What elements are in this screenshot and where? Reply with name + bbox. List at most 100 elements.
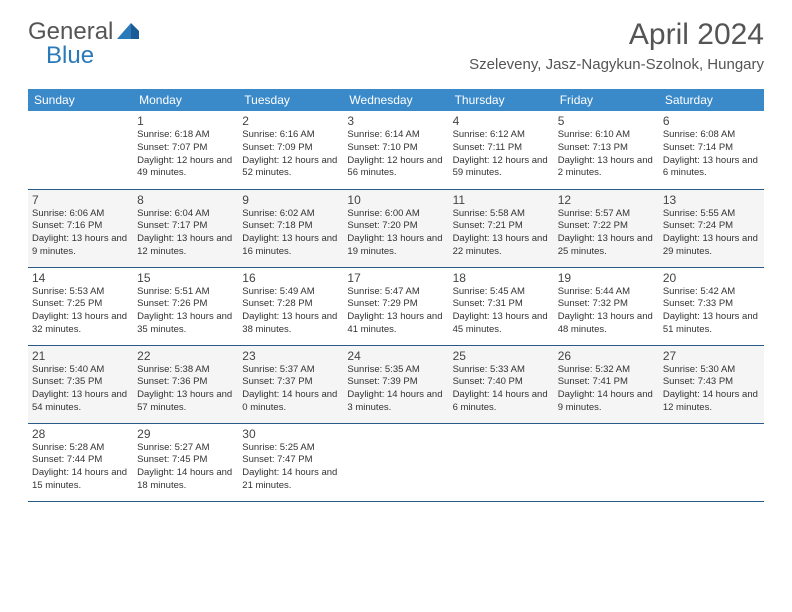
- header: General April 2024 Szeleveny, Jasz-Nagyk…: [0, 0, 792, 81]
- calendar-day-cell: 9Sunrise: 6:02 AMSunset: 7:18 PMDaylight…: [238, 189, 343, 267]
- calendar-day-cell: 7Sunrise: 6:06 AMSunset: 7:16 PMDaylight…: [28, 189, 133, 267]
- calendar-day-cell: 23Sunrise: 5:37 AMSunset: 7:37 PMDayligh…: [238, 345, 343, 423]
- day-number: 17: [347, 271, 444, 285]
- day-info: Sunrise: 5:28 AMSunset: 7:44 PMDaylight:…: [32, 442, 129, 493]
- day-number: 4: [453, 114, 550, 128]
- calendar-day-cell: [449, 423, 554, 501]
- day-number: 26: [558, 349, 655, 363]
- day-info: Sunrise: 5:53 AMSunset: 7:25 PMDaylight:…: [32, 286, 129, 337]
- calendar-day-cell: 28Sunrise: 5:28 AMSunset: 7:44 PMDayligh…: [28, 423, 133, 501]
- day-number: 14: [32, 271, 129, 285]
- day-number: 3: [347, 114, 444, 128]
- calendar-day-cell: 2Sunrise: 6:16 AMSunset: 7:09 PMDaylight…: [238, 111, 343, 189]
- logo-text-blue: Blue: [46, 42, 94, 69]
- calendar-day-cell: 16Sunrise: 5:49 AMSunset: 7:28 PMDayligh…: [238, 267, 343, 345]
- day-number: 18: [453, 271, 550, 285]
- calendar-day-cell: [659, 423, 764, 501]
- calendar-day-cell: 24Sunrise: 5:35 AMSunset: 7:39 PMDayligh…: [343, 345, 448, 423]
- calendar-day-cell: [554, 423, 659, 501]
- day-number: 10: [347, 193, 444, 207]
- calendar-table: Sunday Monday Tuesday Wednesday Thursday…: [28, 89, 764, 502]
- day-info: Sunrise: 6:06 AMSunset: 7:16 PMDaylight:…: [32, 208, 129, 259]
- calendar-day-cell: 26Sunrise: 5:32 AMSunset: 7:41 PMDayligh…: [554, 345, 659, 423]
- col-saturday: Saturday: [659, 89, 764, 111]
- day-info: Sunrise: 6:10 AMSunset: 7:13 PMDaylight:…: [558, 129, 655, 180]
- day-info: Sunrise: 5:58 AMSunset: 7:21 PMDaylight:…: [453, 208, 550, 259]
- col-friday: Friday: [554, 89, 659, 111]
- day-info: Sunrise: 5:40 AMSunset: 7:35 PMDaylight:…: [32, 364, 129, 415]
- col-tuesday: Tuesday: [238, 89, 343, 111]
- day-number: 28: [32, 427, 129, 441]
- day-number: 22: [137, 349, 234, 363]
- day-info: Sunrise: 6:18 AMSunset: 7:07 PMDaylight:…: [137, 129, 234, 180]
- day-number: 11: [453, 193, 550, 207]
- day-info: Sunrise: 5:37 AMSunset: 7:37 PMDaylight:…: [242, 364, 339, 415]
- day-info: Sunrise: 6:16 AMSunset: 7:09 PMDaylight:…: [242, 129, 339, 180]
- day-number: 29: [137, 427, 234, 441]
- day-info: Sunrise: 5:51 AMSunset: 7:26 PMDaylight:…: [137, 286, 234, 337]
- calendar-day-cell: 11Sunrise: 5:58 AMSunset: 7:21 PMDayligh…: [449, 189, 554, 267]
- day-number: 5: [558, 114, 655, 128]
- calendar-day-cell: 20Sunrise: 5:42 AMSunset: 7:33 PMDayligh…: [659, 267, 764, 345]
- calendar-week-row: 1Sunrise: 6:18 AMSunset: 7:07 PMDaylight…: [28, 111, 764, 189]
- day-info: Sunrise: 5:35 AMSunset: 7:39 PMDaylight:…: [347, 364, 444, 415]
- day-number: 8: [137, 193, 234, 207]
- calendar-day-cell: 27Sunrise: 5:30 AMSunset: 7:43 PMDayligh…: [659, 345, 764, 423]
- calendar-week-row: 28Sunrise: 5:28 AMSunset: 7:44 PMDayligh…: [28, 423, 764, 501]
- calendar-day-cell: 25Sunrise: 5:33 AMSunset: 7:40 PMDayligh…: [449, 345, 554, 423]
- day-info: Sunrise: 6:02 AMSunset: 7:18 PMDaylight:…: [242, 208, 339, 259]
- calendar-week-row: 7Sunrise: 6:06 AMSunset: 7:16 PMDaylight…: [28, 189, 764, 267]
- day-info: Sunrise: 6:12 AMSunset: 7:11 PMDaylight:…: [453, 129, 550, 180]
- day-info: Sunrise: 5:47 AMSunset: 7:29 PMDaylight:…: [347, 286, 444, 337]
- location-text: Szeleveny, Jasz-Nagykun-Szolnok, Hungary: [469, 56, 764, 73]
- col-wednesday: Wednesday: [343, 89, 448, 111]
- calendar-day-cell: 10Sunrise: 6:00 AMSunset: 7:20 PMDayligh…: [343, 189, 448, 267]
- day-info: Sunrise: 5:55 AMSunset: 7:24 PMDaylight:…: [663, 208, 760, 259]
- calendar-day-cell: 4Sunrise: 6:12 AMSunset: 7:11 PMDaylight…: [449, 111, 554, 189]
- calendar-day-cell: 6Sunrise: 6:08 AMSunset: 7:14 PMDaylight…: [659, 111, 764, 189]
- calendar-day-cell: 17Sunrise: 5:47 AMSunset: 7:29 PMDayligh…: [343, 267, 448, 345]
- calendar-day-cell: 8Sunrise: 6:04 AMSunset: 7:17 PMDaylight…: [133, 189, 238, 267]
- calendar-day-cell: 29Sunrise: 5:27 AMSunset: 7:45 PMDayligh…: [133, 423, 238, 501]
- day-info: Sunrise: 5:33 AMSunset: 7:40 PMDaylight:…: [453, 364, 550, 415]
- col-sunday: Sunday: [28, 89, 133, 111]
- day-info: Sunrise: 5:42 AMSunset: 7:33 PMDaylight:…: [663, 286, 760, 337]
- calendar-day-cell: 15Sunrise: 5:51 AMSunset: 7:26 PMDayligh…: [133, 267, 238, 345]
- title-block: April 2024 Szeleveny, Jasz-Nagykun-Szoln…: [469, 18, 764, 73]
- day-number: 27: [663, 349, 760, 363]
- day-number: 7: [32, 193, 129, 207]
- day-number: 24: [347, 349, 444, 363]
- calendar-day-cell: [28, 111, 133, 189]
- day-info: Sunrise: 5:57 AMSunset: 7:22 PMDaylight:…: [558, 208, 655, 259]
- day-info: Sunrise: 6:00 AMSunset: 7:20 PMDaylight:…: [347, 208, 444, 259]
- calendar-day-cell: 18Sunrise: 5:45 AMSunset: 7:31 PMDayligh…: [449, 267, 554, 345]
- day-info: Sunrise: 5:38 AMSunset: 7:36 PMDaylight:…: [137, 364, 234, 415]
- col-thursday: Thursday: [449, 89, 554, 111]
- day-info: Sunrise: 6:14 AMSunset: 7:10 PMDaylight:…: [347, 129, 444, 180]
- day-number: 20: [663, 271, 760, 285]
- calendar-day-cell: 12Sunrise: 5:57 AMSunset: 7:22 PMDayligh…: [554, 189, 659, 267]
- day-info: Sunrise: 5:32 AMSunset: 7:41 PMDaylight:…: [558, 364, 655, 415]
- day-number: 1: [137, 114, 234, 128]
- calendar-day-cell: 1Sunrise: 6:18 AMSunset: 7:07 PMDaylight…: [133, 111, 238, 189]
- day-number: 23: [242, 349, 339, 363]
- calendar-week-row: 21Sunrise: 5:40 AMSunset: 7:35 PMDayligh…: [28, 345, 764, 423]
- calendar-day-cell: 21Sunrise: 5:40 AMSunset: 7:35 PMDayligh…: [28, 345, 133, 423]
- day-info: Sunrise: 5:49 AMSunset: 7:28 PMDaylight:…: [242, 286, 339, 337]
- day-number: 30: [242, 427, 339, 441]
- calendar-day-cell: 19Sunrise: 5:44 AMSunset: 7:32 PMDayligh…: [554, 267, 659, 345]
- calendar-week-row: 14Sunrise: 5:53 AMSunset: 7:25 PMDayligh…: [28, 267, 764, 345]
- month-title: April 2024: [469, 18, 764, 52]
- day-number: 21: [32, 349, 129, 363]
- col-monday: Monday: [133, 89, 238, 111]
- calendar-day-cell: [343, 423, 448, 501]
- day-number: 2: [242, 114, 339, 128]
- day-number: 19: [558, 271, 655, 285]
- logo-triangle-icon: [117, 21, 139, 44]
- logo-blue-wrap: Blue: [46, 42, 94, 70]
- calendar-day-cell: 14Sunrise: 5:53 AMSunset: 7:25 PMDayligh…: [28, 267, 133, 345]
- day-number: 9: [242, 193, 339, 207]
- day-number: 16: [242, 271, 339, 285]
- calendar-day-cell: 22Sunrise: 5:38 AMSunset: 7:36 PMDayligh…: [133, 345, 238, 423]
- day-number: 13: [663, 193, 760, 207]
